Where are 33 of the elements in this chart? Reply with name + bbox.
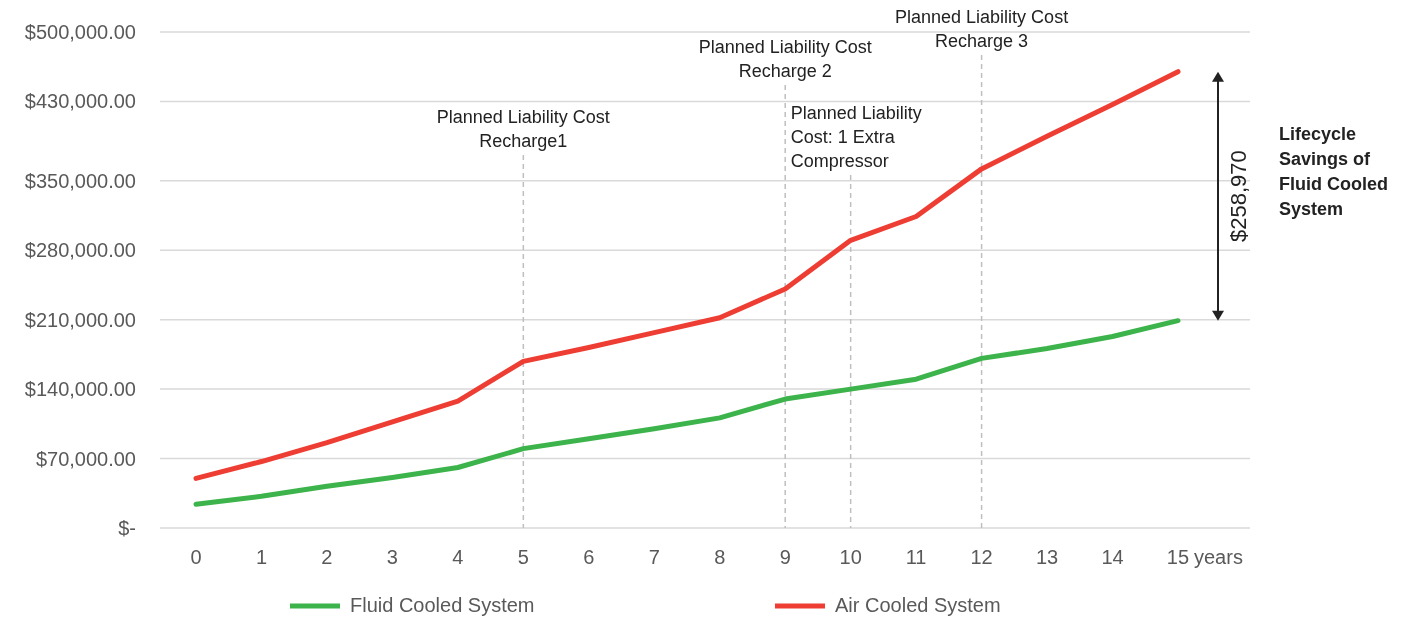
- y-tick-label: $-: [118, 517, 136, 539]
- x-tick-label: 15: [1166, 546, 1190, 568]
- ref-line-label: Planned Liability Cost Recharge 2: [698, 37, 872, 81]
- legend-label: Air Cooled System: [835, 594, 1001, 616]
- x-tick-label: 12: [970, 546, 993, 568]
- text: Lifecycle Savings of Fluid Cooled System: [1279, 124, 1388, 219]
- y-tick-label: $500,000.00: [24, 21, 136, 43]
- y-tick-label: $210,000.00: [24, 308, 136, 331]
- x-tick-label: 1: [255, 546, 268, 568]
- x-tick-label: 9: [779, 546, 791, 568]
- x-tick-label: 2: [321, 546, 333, 568]
- x-axis-title: years: [1193, 546, 1243, 568]
- x-tick-label: 4: [452, 546, 464, 568]
- x-tick-label: 10: [839, 546, 862, 568]
- x-tick-label: 8: [714, 546, 726, 568]
- annotation: $258,970: [1226, 150, 1251, 243]
- y-tick-label: $430,000.00: [24, 90, 136, 113]
- x-tick-label: 7: [648, 546, 660, 568]
- ref-line-label: Planned Liability Cost Recharge1: [436, 107, 610, 151]
- x-tick-label: 3: [386, 546, 398, 568]
- y-tick-label: $140,000.00: [24, 378, 136, 401]
- x-tick-label: 11: [905, 546, 927, 568]
- ref-line-label: Planned Liability Cost Recharge 3: [895, 7, 1069, 51]
- x-tick-label: 6: [583, 546, 595, 568]
- x-tick-label: 14: [1101, 546, 1124, 568]
- y-tick-label: $350,000.00: [24, 169, 136, 192]
- x-tick-label: 13: [1035, 546, 1059, 568]
- annotation: Planned Liability Cost: 1 Extra Compressor: [790, 103, 922, 171]
- legend-label: Fluid Cooled System: [350, 594, 535, 616]
- x-tick-label: 5: [517, 546, 529, 568]
- x-tick-label: 0: [190, 546, 202, 568]
- y-tick-label: $70,000.00: [35, 447, 136, 470]
- y-tick-label: $280,000.00: [24, 239, 136, 262]
